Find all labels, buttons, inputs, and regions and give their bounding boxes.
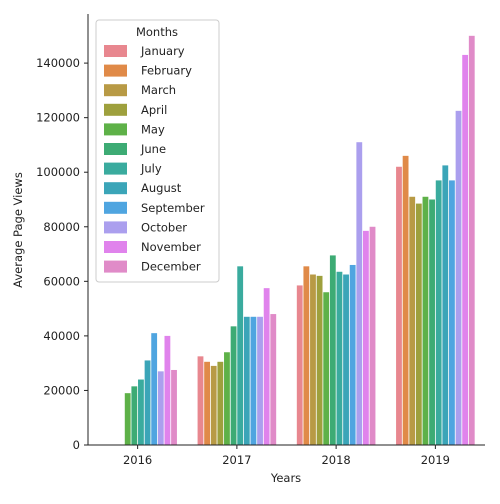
bar-2017-january [197,356,204,445]
bar-2017-march [210,365,217,445]
bar-2018-november [362,230,369,445]
legend-swatch-august [104,182,127,195]
y-tick-label: 140000 [36,56,80,70]
bar-2019-january [396,166,402,445]
legend-label-february: February [141,64,192,78]
bar-2016-october [157,371,164,445]
y-tick-label: 20000 [43,383,80,397]
legend-items: January February March April May June July Augu… [104,44,205,274]
bar-2017-may [224,352,230,445]
x-axis-label: Years [270,471,301,485]
bar-2019-september [449,180,455,445]
bar-2018-december [369,226,376,445]
bar-2016-november [164,335,171,445]
legend-swatch-may [104,123,127,136]
x-tick-label: 2018 [321,453,350,467]
y-tick-label: 60000 [43,274,80,288]
bar-2019-november [462,54,469,446]
legend-swatch-february [104,64,127,77]
y-tick-label: 100000 [36,165,80,179]
legend-swatch-march [104,84,127,97]
bar-2017-november [263,288,270,445]
bar-2016-july [138,379,144,445]
y-tick-label: 80000 [43,220,80,234]
bar-2019-april [415,203,422,445]
x-tick-label: 2017 [222,453,251,467]
bar-2018-april [316,275,323,445]
legend-title: Months [136,25,178,39]
legend-label-january: January [140,44,185,58]
bar-2019-december [468,35,475,445]
legend: Months JanuaryFebruaryMarchAprilMayJuneJ… [95,19,220,283]
legend-swatch-january [104,45,127,57]
bar-2019-may [422,196,429,445]
bar-2019-october [455,110,462,445]
axes-layer: 2016 2017 2018 2019 0 20000 40000 60000 80000 100… [36,14,485,467]
bar-2019-august [442,165,449,445]
legend-swatch-october [104,221,127,234]
legend-swatch-september [104,201,127,214]
legend-swatch-june [104,143,127,155]
legend-label-april: April [141,103,167,117]
bar-2018-january [296,285,303,445]
bar-2018-march [310,274,316,445]
bars-layer [124,35,475,446]
bar-2018-july [336,271,343,445]
legend-label-december: December [141,260,201,274]
x-tick-label: 2019 [421,453,450,467]
bar-2016-december [171,369,177,445]
legend-swatch-december [104,260,127,273]
y-tick-label: 0 [73,438,80,452]
bar-2017-april [217,361,224,445]
bar-2017-october [257,316,263,445]
bar-2018-february [303,266,310,445]
legend-swatch-july [104,162,127,175]
bar-2018-september [349,264,356,445]
legend-label-october: October [141,220,187,234]
bar-2016-august [144,360,151,445]
legend-label-march: March [141,83,176,97]
bar-2018-october [356,142,363,445]
bar-2019-march [409,196,416,445]
bar-2017-august [243,316,250,445]
x-tick-label: 2016 [123,453,152,467]
bar-2019-june [429,199,435,445]
legend-swatch-april [104,103,127,116]
y-axis-label: Average Page Views [11,172,25,288]
bar-2017-december [270,314,277,445]
legend-swatch-november [104,241,127,253]
bar-2017-february [204,361,211,445]
bar-2017-june [230,326,237,445]
y-tick-label: 40000 [43,329,80,343]
bar-2016-june [131,386,138,445]
legend-label-may: May [141,122,165,136]
legend-label-november: November [141,240,201,254]
legend-label-june: June [140,142,166,156]
bar-2017-september [250,316,257,445]
bar-2017-july [237,266,244,445]
bar-2016-may [124,393,131,445]
legend-label-august: August [141,181,182,195]
bar-2016-september [151,333,158,445]
bar-2018-august [343,274,349,445]
bar-2019-july [435,180,442,445]
y-tick-label: 120000 [36,111,80,125]
legend-label-july: July [140,162,162,176]
bar-2019-february [402,155,409,445]
legend-label-september: September [141,201,205,215]
bar-2018-may [323,292,330,445]
bar-2018-june [329,255,336,445]
